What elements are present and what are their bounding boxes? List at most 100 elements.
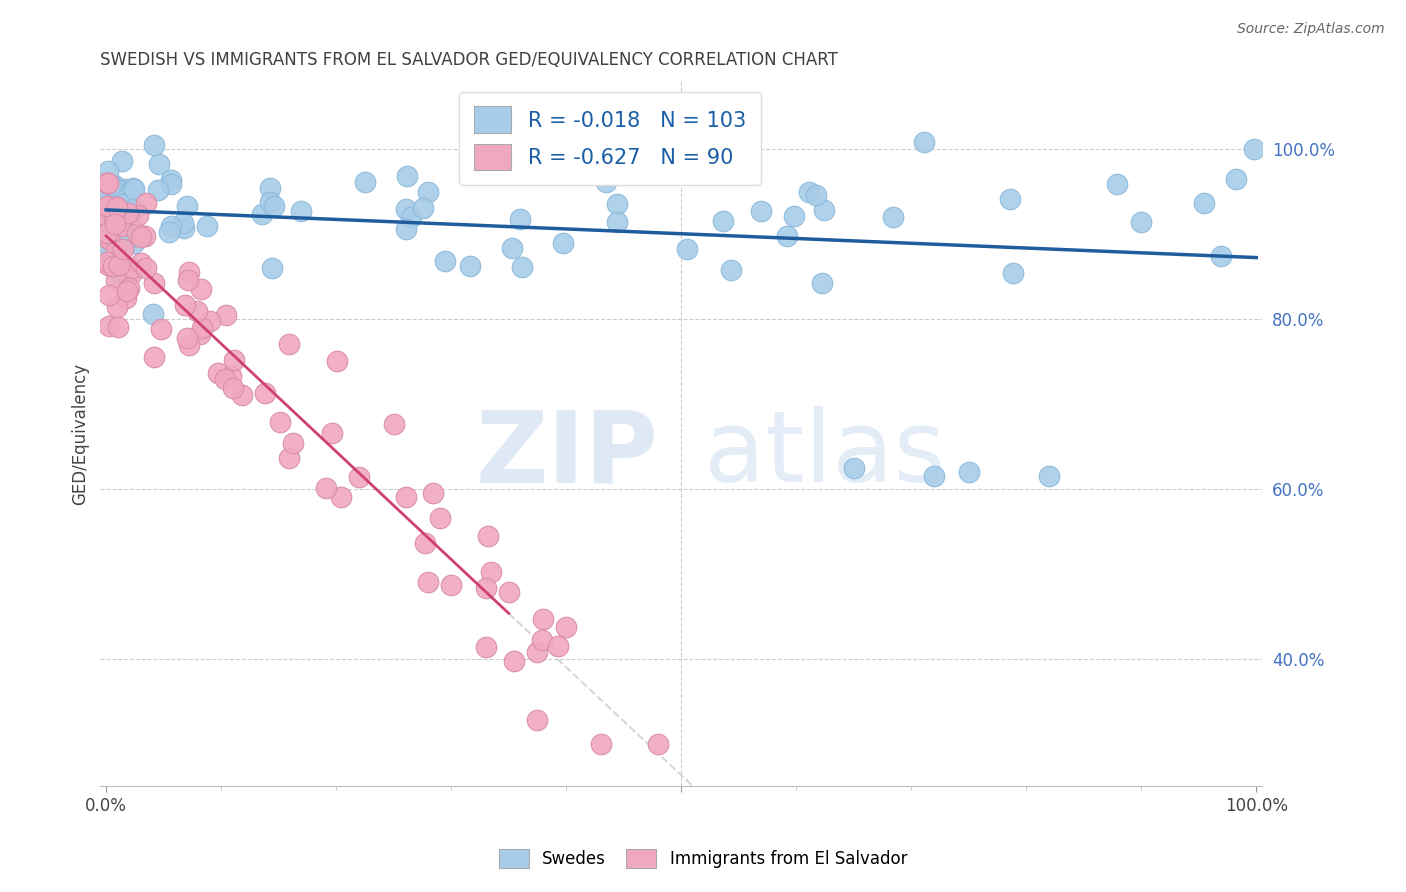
Point <box>129 230 152 244</box>
Point <box>354 175 377 189</box>
Point <box>382 417 405 431</box>
Point <box>922 469 945 483</box>
Point <box>666 122 689 136</box>
Point <box>143 277 166 291</box>
Point <box>278 337 301 351</box>
Point <box>647 737 669 751</box>
Point <box>97 164 120 178</box>
Point <box>290 203 312 218</box>
Point <box>112 227 135 241</box>
Legend: Swedes, Immigrants from El Salvador: Swedes, Immigrants from El Salvador <box>492 842 914 875</box>
Point <box>529 157 551 171</box>
Point <box>148 157 170 171</box>
Point <box>127 208 149 222</box>
Point <box>115 207 138 221</box>
Point <box>101 227 124 242</box>
Point <box>395 491 418 505</box>
Point <box>207 366 229 380</box>
Point <box>108 217 131 231</box>
Point <box>195 219 218 233</box>
Point <box>117 206 139 220</box>
Point <box>103 200 125 214</box>
Point <box>912 135 935 149</box>
Point <box>190 282 212 296</box>
Point <box>107 320 129 334</box>
Point <box>429 511 451 525</box>
Point <box>186 304 208 318</box>
Point <box>231 388 253 402</box>
Point <box>1130 215 1153 229</box>
Point <box>998 192 1021 206</box>
Point <box>460 259 482 273</box>
Point <box>413 536 436 550</box>
Point <box>105 202 128 216</box>
Point <box>589 737 612 751</box>
Point <box>422 485 444 500</box>
Point <box>526 645 548 659</box>
Point <box>259 195 281 210</box>
Point <box>474 640 496 654</box>
Text: atlas: atlas <box>704 407 946 503</box>
Point <box>98 211 121 226</box>
Point <box>97 258 120 272</box>
Point <box>100 228 122 243</box>
Point <box>749 203 772 218</box>
Point <box>1107 177 1129 191</box>
Point <box>120 230 142 244</box>
Point <box>111 269 134 284</box>
Point <box>105 273 128 287</box>
Point <box>259 181 281 195</box>
Point <box>157 225 180 239</box>
Point <box>263 199 285 213</box>
Point <box>160 219 183 234</box>
Point <box>395 169 418 184</box>
Point <box>111 153 134 168</box>
Legend: R = -0.018   N = 103, R = -0.627   N = 90: R = -0.018 N = 103, R = -0.627 N = 90 <box>460 92 761 185</box>
Point <box>503 654 526 668</box>
Point <box>96 200 118 214</box>
Point <box>842 460 865 475</box>
Point <box>107 199 129 213</box>
Text: ZIP: ZIP <box>475 407 658 503</box>
Point <box>121 205 143 219</box>
Point <box>804 188 827 202</box>
Point <box>797 185 820 199</box>
Point <box>104 217 127 231</box>
Point <box>551 235 574 250</box>
Point <box>97 239 120 253</box>
Point <box>1225 171 1247 186</box>
Point <box>103 211 125 225</box>
Point <box>555 620 578 634</box>
Point <box>107 258 129 272</box>
Point <box>198 313 221 327</box>
Point <box>104 237 127 252</box>
Point <box>96 176 118 190</box>
Point <box>281 435 304 450</box>
Point <box>96 184 118 198</box>
Point <box>813 202 835 217</box>
Point <box>395 202 418 216</box>
Point <box>96 203 118 218</box>
Point <box>606 215 628 229</box>
Point <box>775 228 797 243</box>
Point <box>315 482 337 496</box>
Point <box>810 276 832 290</box>
Point <box>675 154 697 169</box>
Point <box>262 260 284 275</box>
Point <box>214 371 236 385</box>
Point <box>103 211 125 225</box>
Point <box>222 353 245 368</box>
Point <box>502 241 524 255</box>
Point <box>672 145 695 159</box>
Point <box>112 197 135 211</box>
Text: SWEDISH VS IMMIGRANTS FROM EL SALVADOR GED/EQUIVALENCY CORRELATION CHART: SWEDISH VS IMMIGRANTS FROM EL SALVADOR G… <box>100 51 838 69</box>
Point <box>177 338 200 352</box>
Point <box>96 226 118 240</box>
Point <box>105 301 128 315</box>
Point <box>176 199 198 213</box>
Point <box>190 321 212 335</box>
Point <box>782 209 804 223</box>
Text: Source: ZipAtlas.com: Source: ZipAtlas.com <box>1237 22 1385 37</box>
Point <box>142 138 165 153</box>
Point <box>547 639 569 653</box>
